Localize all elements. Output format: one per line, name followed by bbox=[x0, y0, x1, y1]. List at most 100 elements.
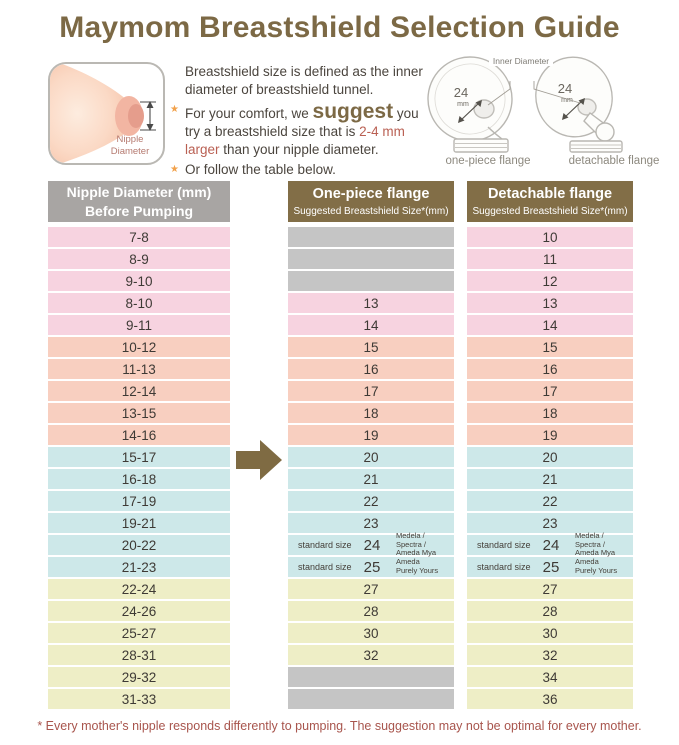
nipple-range-cell: 17-19 bbox=[48, 491, 230, 511]
standard-size-label: standard size bbox=[298, 562, 352, 572]
nipple-range-cell: 8-9 bbox=[48, 249, 230, 269]
intro-text-segment: 2-4 mm larger bbox=[185, 124, 405, 158]
one-piece-size-cell bbox=[288, 249, 454, 269]
detachable-size-cell: 15 bbox=[467, 337, 633, 357]
one-piece-size-cell: standard size 25 Ameda Purely Yours bbox=[288, 557, 454, 577]
flange-illustration: 24 mm 24 mm bbox=[427, 56, 623, 153]
detachable-size-cell: 30 bbox=[467, 623, 633, 643]
breast-diagram: Nipple Diameter bbox=[48, 62, 165, 165]
header-detachable-title: Detachable flange bbox=[487, 186, 613, 203]
header-detachable-subtitle: Suggested Breastshield Size*(mm) bbox=[472, 205, 628, 217]
detachable-size-cell: 27 bbox=[467, 579, 633, 599]
one-piece-size-cell: 27 bbox=[288, 579, 454, 599]
measure-arrow-head bbox=[475, 100, 482, 107]
table-row: 16-18 21 21 bbox=[48, 469, 633, 489]
label-connector-lines bbox=[487, 81, 581, 106]
table-row: 31-33 36 bbox=[48, 689, 633, 709]
detachable-size-cell: 18 bbox=[467, 403, 633, 423]
size-value: 25 bbox=[542, 558, 560, 576]
table-header-one-piece: One-piece flange Suggested Breastshield … bbox=[288, 181, 454, 222]
intro-paragraph: ★ Or follow the table below. bbox=[170, 161, 436, 179]
size-value: 24 bbox=[363, 536, 381, 554]
one-piece-size-cell bbox=[288, 227, 454, 247]
intro-text-segment: than your nipple diameter. bbox=[219, 142, 379, 158]
table-row: 8-10 13 13 bbox=[48, 293, 633, 313]
nipple-range-cell: 25-27 bbox=[48, 623, 230, 643]
intro-text-segment: suggest bbox=[312, 99, 394, 123]
detachable-size-cell: 22 bbox=[467, 491, 633, 511]
detachable-size-cell: 19 bbox=[467, 425, 633, 445]
detachable-size-cell: 14 bbox=[467, 315, 633, 335]
one-piece-size-cell: 30 bbox=[288, 623, 454, 643]
nipple-range-cell: 12-14 bbox=[48, 381, 230, 401]
header-one-piece-subtitle: Suggested Breastshield Size*(mm) bbox=[293, 205, 449, 217]
detachable-size-cell: 12 bbox=[467, 271, 633, 291]
nipple-range-cell: 14-16 bbox=[48, 425, 230, 445]
intro-text-segment: you try a breastshield size that is bbox=[185, 105, 419, 140]
detachable-size-cell: 32 bbox=[467, 645, 633, 665]
table-row: 29-32 34 bbox=[48, 667, 633, 687]
pump-brand-note: Medela / Spectra / Ameda Mya bbox=[575, 531, 616, 558]
one-piece-measure-arrow-icon bbox=[459, 101, 481, 122]
nipple-range-cell: 22-24 bbox=[48, 579, 230, 599]
table-row: 25-27 30 30 bbox=[48, 623, 633, 643]
table-row: 17-19 22 22 bbox=[48, 491, 633, 511]
nipple-range-cell: 21-23 bbox=[48, 557, 230, 577]
table-row: 7-8 10 bbox=[48, 227, 633, 247]
detachable-size-cell: standard size 24 Medela / Spectra / Ameda … bbox=[467, 531, 633, 558]
pump-brand-note: Ameda Purely Yours bbox=[575, 557, 618, 575]
detachable-size-cell: 34 bbox=[467, 667, 633, 687]
inner-diameter-label: Inner Diameter bbox=[489, 56, 553, 67]
detachable-size-cell: 11 bbox=[467, 249, 633, 269]
star-bullet-icon: ★ bbox=[170, 163, 179, 175]
one-piece-unit-text: mm bbox=[457, 101, 469, 108]
nipple-range-cell: 28-31 bbox=[48, 645, 230, 665]
standard-size-label: standard size bbox=[477, 562, 531, 572]
breast-illustration bbox=[50, 64, 156, 163]
one-piece-size-cell: 14 bbox=[288, 315, 454, 335]
one-piece-size-text: 24 bbox=[454, 85, 468, 100]
table-header: Nipple Diameter (mm) Before Pumping One-… bbox=[48, 181, 633, 222]
nipple-range-cell: 8-10 bbox=[48, 293, 230, 313]
nipple-range-cell: 10-12 bbox=[48, 337, 230, 357]
nipple-range-cell: 13-15 bbox=[48, 403, 230, 423]
detachable-size-cell: standard size 25 Ameda Purely Yours bbox=[467, 557, 633, 577]
table-row: 10-12 15 15 bbox=[48, 337, 633, 357]
nipple-range-cell: 15-17 bbox=[48, 447, 230, 467]
page-title: Maymom Breastshield Selection Guide bbox=[59, 11, 620, 44]
nipple-range-cell: 19-21 bbox=[48, 513, 230, 533]
detachable-size-text: 24 bbox=[558, 81, 572, 96]
one-piece-flange-drawing bbox=[427, 56, 513, 153]
one-piece-size-cell: 28 bbox=[288, 601, 454, 621]
detachable-size-cell: 21 bbox=[467, 469, 633, 489]
pump-brand-note: Ameda Purely Yours bbox=[396, 557, 439, 575]
nipple-range-cell: 20-22 bbox=[48, 535, 230, 555]
nipple-range-cell: 24-26 bbox=[48, 601, 230, 621]
intro-text: Breastshield size is defined as the inne… bbox=[170, 63, 436, 180]
one-piece-size-cell bbox=[288, 271, 454, 291]
flange-diagram: 24 mm 24 mm bbox=[424, 55, 676, 177]
detachable-flange-drawing bbox=[535, 56, 623, 153]
one-piece-size-cell bbox=[288, 689, 454, 709]
detachable-size-cell: 13 bbox=[467, 293, 633, 313]
one-piece-size-cell: 20 bbox=[288, 447, 454, 467]
table-row: 24-26 28 28 bbox=[48, 601, 633, 621]
standard-size-label: standard size bbox=[477, 540, 531, 550]
one-piece-size-cell: 16 bbox=[288, 359, 454, 379]
one-piece-size-cell: standard size 24 Medela / Spectra / Ameda … bbox=[288, 531, 454, 558]
detachable-size-cell: 16 bbox=[467, 359, 633, 379]
table-row: 21-23 standard size 25 Ameda Purely Yours st… bbox=[48, 557, 633, 577]
detachable-size-cell: 28 bbox=[467, 601, 633, 621]
one-piece-size-cell: 18 bbox=[288, 403, 454, 423]
star-bullet-icon: ★ bbox=[170, 103, 179, 115]
table-row: 12-14 17 17 bbox=[48, 381, 633, 401]
flange-captions: one-piece flange detachable flange bbox=[424, 155, 676, 167]
detachable-size-cell: 10 bbox=[467, 227, 633, 247]
one-piece-size-cell: 22 bbox=[288, 491, 454, 511]
size-value: 25 bbox=[363, 558, 381, 576]
detachable-size-cell: 17 bbox=[467, 381, 633, 401]
pump-brand-note: Medela / Spectra / Ameda Mya bbox=[396, 531, 437, 558]
header-one-piece-title: One-piece flange bbox=[312, 186, 430, 203]
one-piece-size-cell: 32 bbox=[288, 645, 454, 665]
